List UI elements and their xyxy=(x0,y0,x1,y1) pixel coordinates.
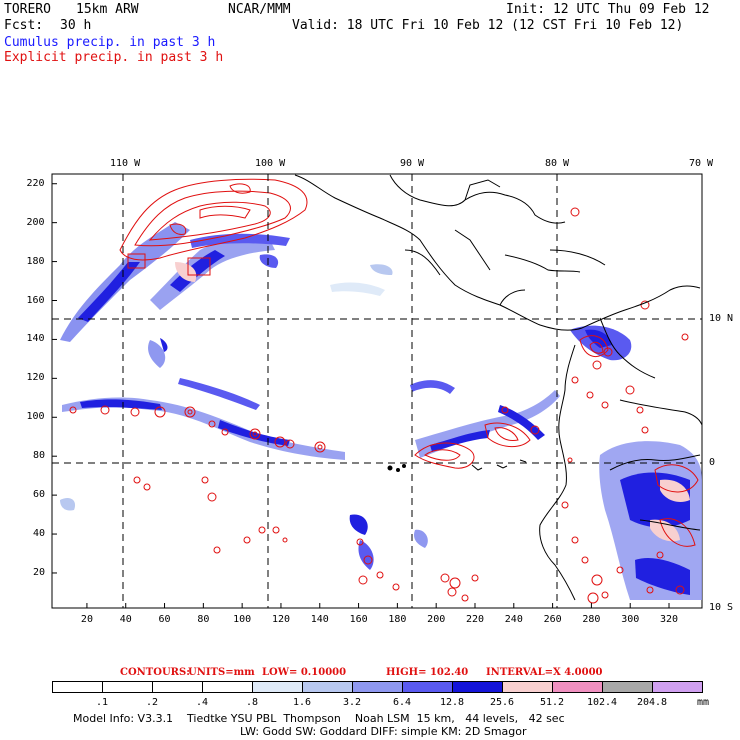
y-tick-label: 140 xyxy=(26,333,45,345)
x-tick-label: 20 xyxy=(80,614,93,625)
y-tick-label: 80 xyxy=(33,450,46,462)
x-tick-label: 280 xyxy=(582,614,601,625)
cumulus-legend: Cumulus precip. in past 3 h xyxy=(4,35,216,50)
colorbar-level-label: 204.8 xyxy=(636,697,668,708)
contours-interval: INTERVAL=X 4.0000 xyxy=(486,667,603,678)
x-tick-label: 200 xyxy=(427,614,446,625)
y-tick-label: 20 xyxy=(33,566,46,578)
colorbar-swatch xyxy=(102,681,153,693)
y-tick-label: 120 xyxy=(26,372,45,384)
colorbar-swatch xyxy=(52,681,103,693)
lon-label-110w: 110 W xyxy=(110,158,141,169)
x-tick-label: 300 xyxy=(621,614,640,625)
explicit-legend: Explicit precip. in past 3 h xyxy=(4,50,224,65)
forecast-hours: 30 h xyxy=(60,18,92,33)
lon-label-90w: 90 W xyxy=(400,158,425,169)
contours-low: LOW= 0.10000 xyxy=(262,667,347,678)
lon-label-70w: 70 W xyxy=(689,158,714,169)
lat-label-10n: 10 N xyxy=(709,313,734,324)
contours-label: CONTOURS: xyxy=(120,667,190,678)
colorbar-level-label: 3.2 xyxy=(342,697,362,708)
colorbar-level-label: .8 xyxy=(245,697,259,708)
init-time: Init: 12 UTC Thu 09 Feb 12 xyxy=(506,2,710,17)
colorbar-level-label: .2 xyxy=(145,697,159,708)
coastlines xyxy=(294,174,702,601)
colorbar-swatch xyxy=(152,681,203,693)
lat-label-10s: 10 S xyxy=(709,602,734,613)
y-tick-label: 160 xyxy=(26,294,45,306)
colorbar-swatch xyxy=(302,681,353,693)
x-tick-label: 80 xyxy=(197,614,210,625)
model-info-line1: Model Info: V3.3.1 Tiedtke YSU PBL Thomp… xyxy=(73,712,565,725)
colorbar-swatch xyxy=(202,681,253,693)
x-tick-label: 60 xyxy=(158,614,171,625)
y-tick-label: 220 xyxy=(26,177,45,189)
x-tick-label: 320 xyxy=(660,614,679,625)
x-tick-label: 100 xyxy=(233,614,252,625)
lon-label-80w: 80 W xyxy=(545,158,570,169)
colorbar-swatch xyxy=(252,681,303,693)
model-name: TORERO xyxy=(4,2,51,17)
model-center: NCAR/MMM xyxy=(228,2,291,17)
colorbar-level-label: 25.6 xyxy=(489,697,515,708)
colorbar-level-label: 1.6 xyxy=(292,697,312,708)
colorbar-swatch xyxy=(452,681,503,693)
colorbar-unit: mm xyxy=(697,697,710,708)
forecast-label: Fcst: xyxy=(4,18,44,33)
colorbar-level-label: .1 xyxy=(95,697,109,708)
valid-time: Valid: 18 UTC Fri 10 Feb 12 (12 CST Fri … xyxy=(292,18,684,33)
contours-units: UNITS=mm xyxy=(188,667,255,678)
y-tick-label: 40 xyxy=(33,528,46,540)
colorbar-level-label: 12.8 xyxy=(439,697,465,708)
x-tick-label: 140 xyxy=(310,614,329,625)
colorbar-swatch xyxy=(502,681,553,693)
x-tick-label: 40 xyxy=(119,614,132,625)
model-info-line2: LW: Godd SW: Goddard DIFF: simple KM: 2D… xyxy=(240,725,527,738)
colorbar-level-label: 51.2 xyxy=(539,697,565,708)
x-tick-label: 120 xyxy=(271,614,291,625)
lat-label-0: 0 xyxy=(709,457,716,468)
colorbar-swatch xyxy=(352,681,403,693)
y-tick-label: 200 xyxy=(26,216,45,228)
y-tick-label: 60 xyxy=(33,489,46,501)
colorbar-swatch xyxy=(402,681,453,693)
colorbar-swatch xyxy=(652,681,703,693)
axis-ticks xyxy=(52,183,670,608)
contours-high: HIGH= 102.40 xyxy=(386,667,469,678)
cumulus-precip-areas xyxy=(60,222,702,600)
lon-label-100w: 100 W xyxy=(255,158,286,169)
y-tick-label: 100 xyxy=(26,411,45,423)
colorbar-level-label: 6.4 xyxy=(392,697,412,708)
x-tick-label: 240 xyxy=(504,614,523,625)
x-tick-label: 180 xyxy=(388,614,407,625)
lat-lon-grid xyxy=(52,174,702,608)
x-tick-label: 220 xyxy=(465,614,485,625)
model-resolution: 15km ARW xyxy=(76,2,139,17)
colorbar-level-label: 102.4 xyxy=(586,697,618,708)
y-tick-label: 180 xyxy=(26,255,45,267)
colorbar-swatch xyxy=(602,681,653,693)
x-tick-label: 160 xyxy=(349,614,368,625)
colorbar-swatch xyxy=(552,681,603,693)
colorbar-level-label: .4 xyxy=(195,697,209,708)
explicit-precip-contours xyxy=(69,178,699,604)
x-tick-label: 260 xyxy=(543,614,562,625)
